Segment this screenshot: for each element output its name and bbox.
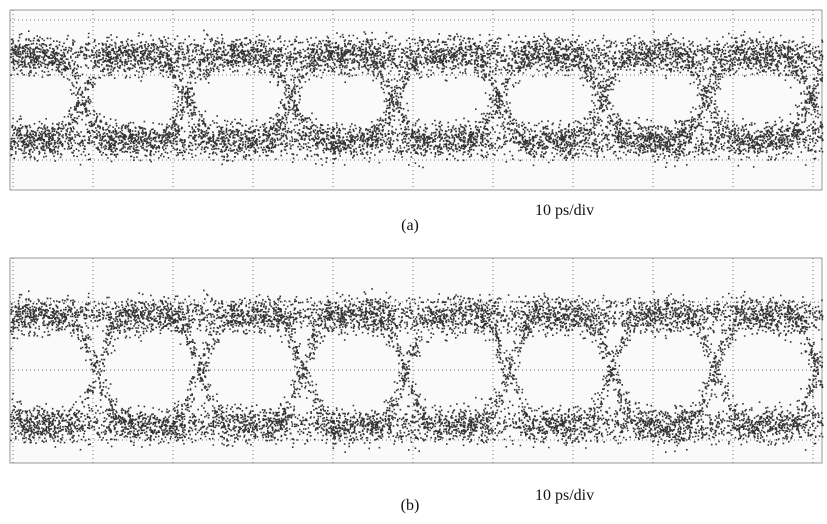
- scale-label: 10 ps/div: [535, 487, 594, 504]
- panel: [9, 9, 824, 191]
- caption: (b): [401, 497, 420, 514]
- panel: [9, 257, 824, 464]
- scale-label: 10 ps/div: [535, 202, 594, 219]
- eye-trace: [10, 288, 824, 453]
- eye-trace: [10, 29, 824, 169]
- caption: (a): [401, 217, 419, 234]
